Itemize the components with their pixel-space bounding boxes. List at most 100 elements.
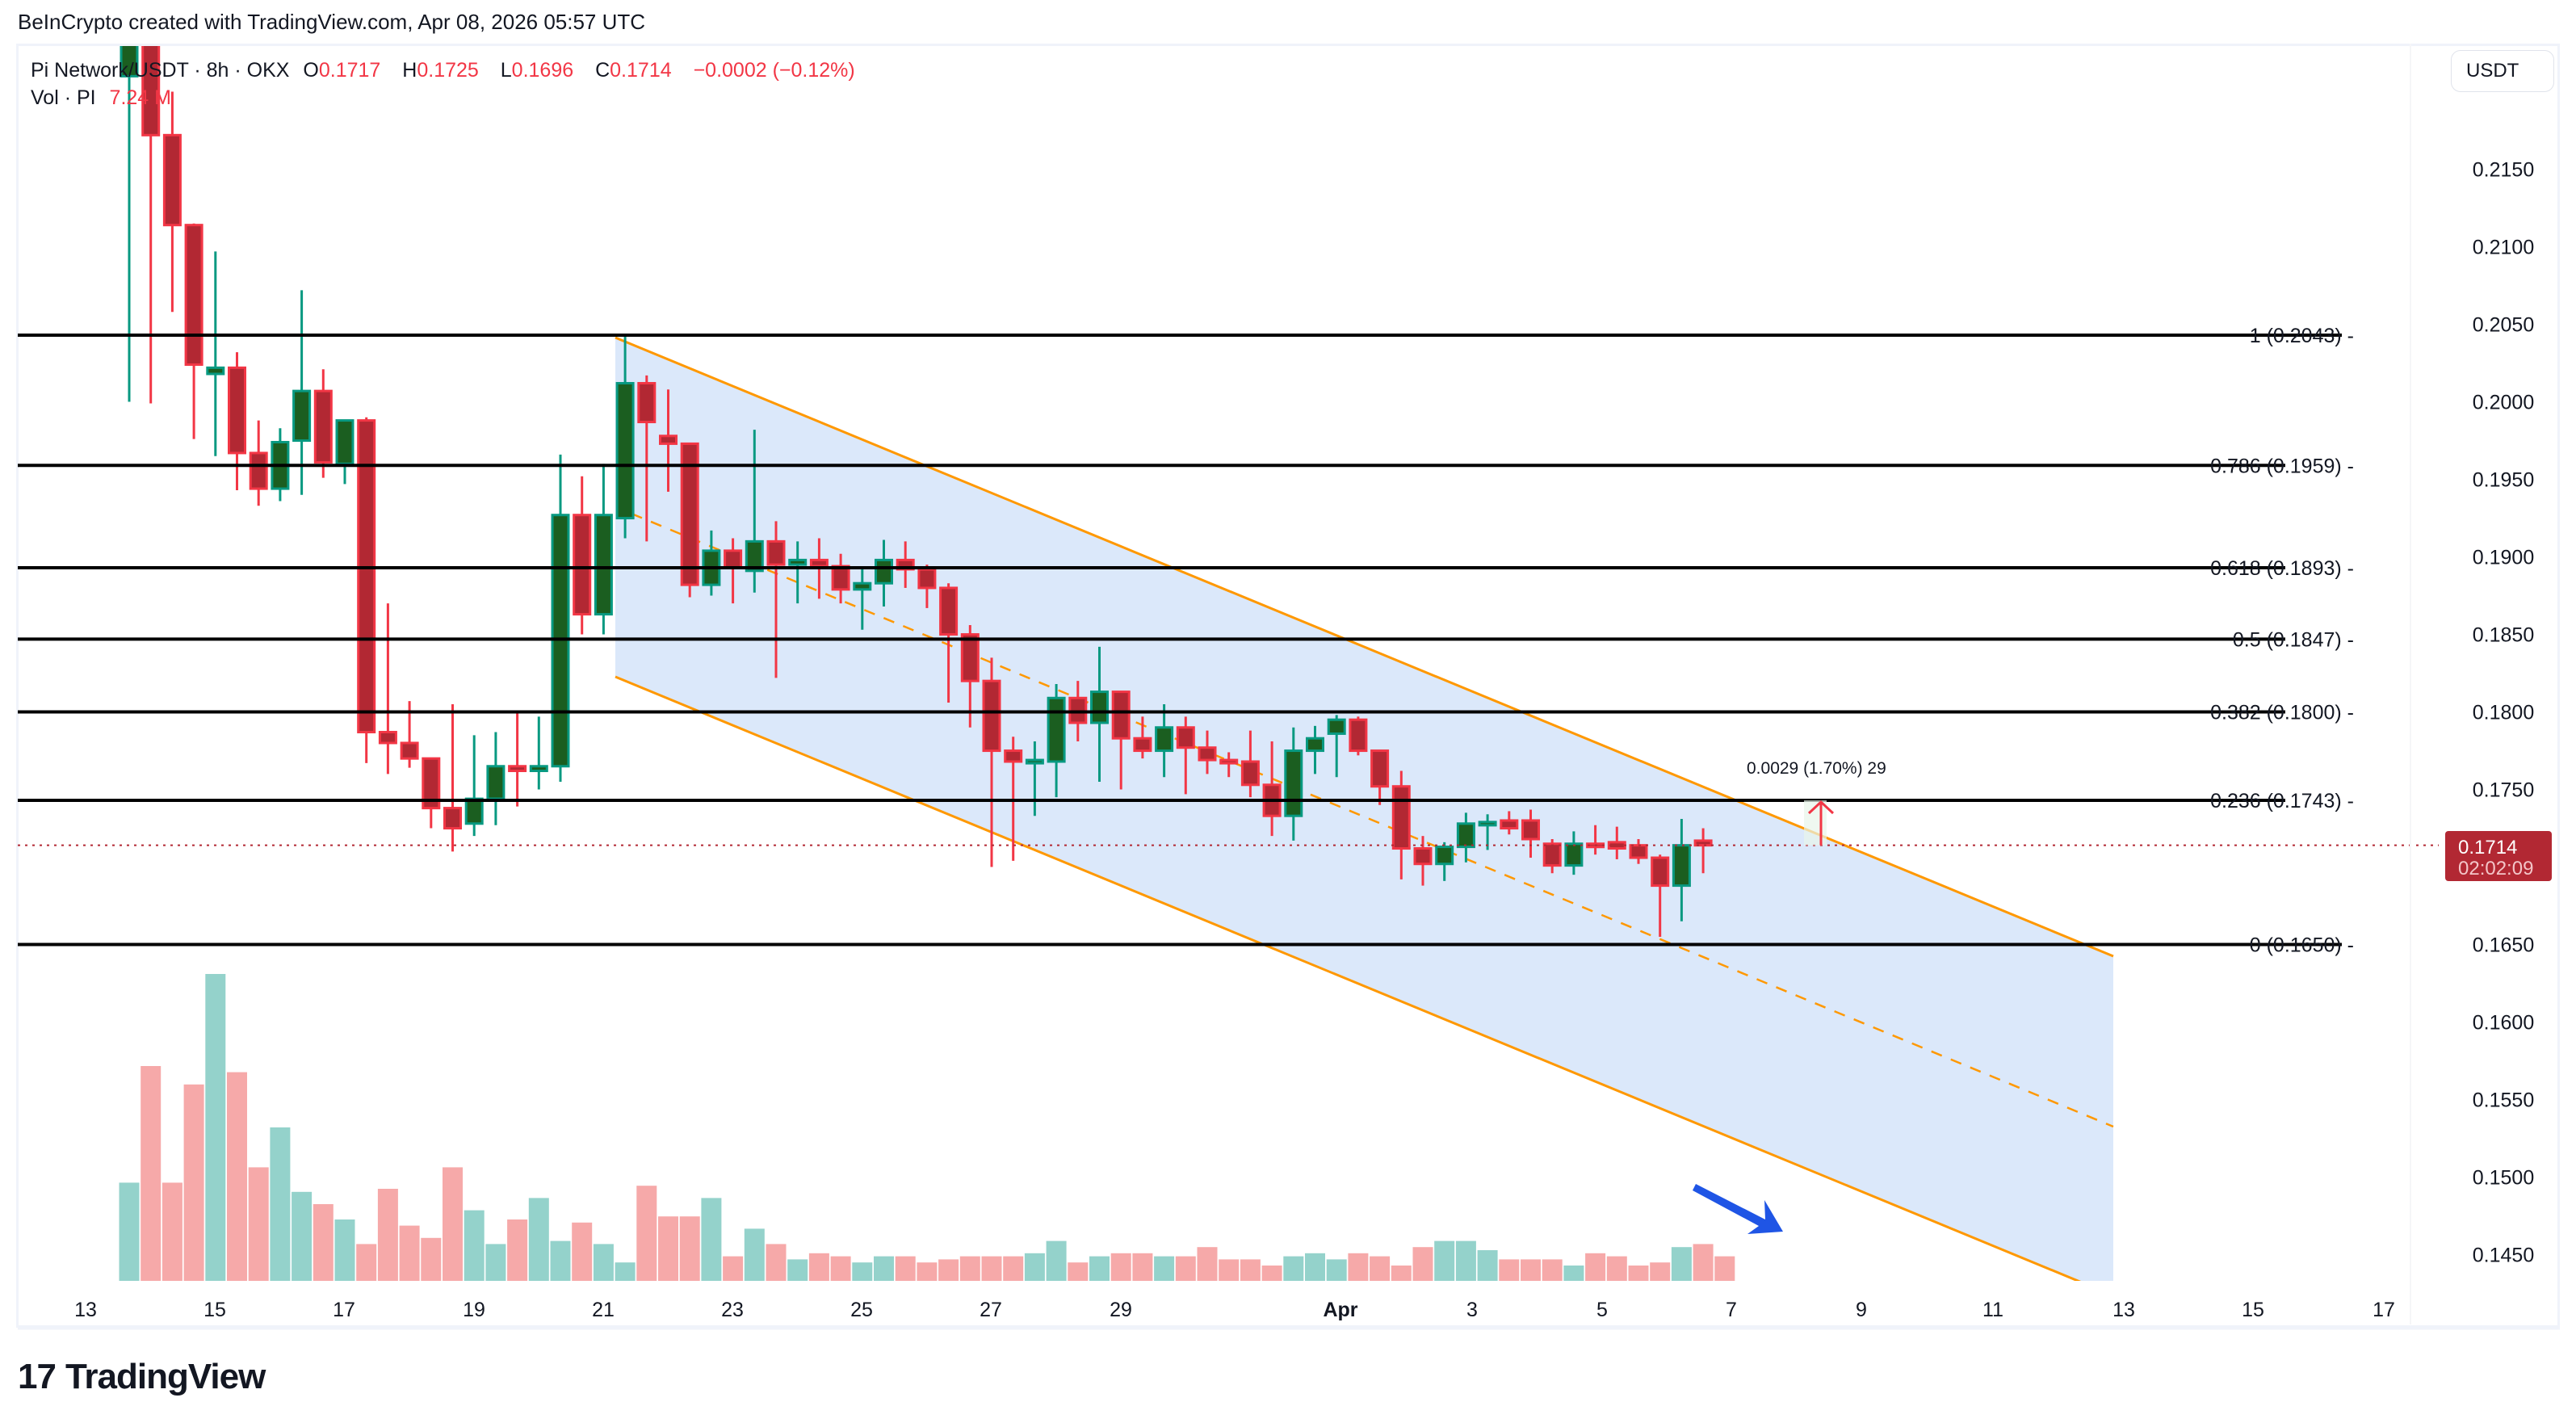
candle[interactable] bbox=[378, 603, 397, 774]
tradingview-logo[interactable]: 17 TradingView bbox=[18, 1357, 266, 1397]
candle[interactable] bbox=[1327, 715, 1346, 778]
candle[interactable] bbox=[939, 583, 959, 703]
candle[interactable] bbox=[637, 375, 657, 542]
time-axis-label: 27 bbox=[980, 1299, 1002, 1321]
svg-text:02:02:09: 02:02:09 bbox=[2458, 858, 2533, 879]
candle[interactable] bbox=[917, 565, 937, 608]
volume-bar bbox=[744, 1228, 765, 1281]
candle[interactable] bbox=[594, 464, 613, 635]
candle[interactable] bbox=[1564, 831, 1584, 875]
candle[interactable] bbox=[1521, 809, 1540, 858]
volume-bar bbox=[528, 1198, 549, 1281]
candle[interactable] bbox=[875, 539, 893, 607]
candle[interactable] bbox=[357, 417, 376, 763]
annotation-arrow-icon[interactable] bbox=[1693, 1184, 1783, 1234]
volume-bar bbox=[292, 1191, 313, 1281]
candle[interactable] bbox=[1176, 716, 1195, 795]
candle[interactable] bbox=[724, 538, 743, 604]
candle[interactable] bbox=[1413, 836, 1433, 886]
candle[interactable] bbox=[443, 703, 462, 852]
candle[interactable] bbox=[1219, 752, 1239, 778]
candle[interactable] bbox=[788, 541, 808, 604]
candle[interactable] bbox=[1672, 819, 1691, 921]
time-axis-label: Apr bbox=[1323, 1299, 1357, 1321]
candle[interactable] bbox=[680, 442, 699, 598]
channel-upper-line[interactable] bbox=[615, 336, 2114, 958]
candle[interactable] bbox=[551, 454, 570, 782]
candle[interactable] bbox=[659, 389, 678, 492]
time-axis-label: 21 bbox=[592, 1299, 615, 1321]
candle[interactable] bbox=[1111, 691, 1131, 790]
candle[interactable] bbox=[1198, 730, 1217, 774]
candle[interactable] bbox=[982, 657, 1001, 867]
volume-bar bbox=[443, 1167, 463, 1281]
candle[interactable] bbox=[1629, 839, 1648, 864]
candle[interactable] bbox=[1456, 812, 1475, 863]
candle[interactable] bbox=[745, 430, 764, 593]
price-axis-label: 0.1650 bbox=[2473, 934, 2534, 957]
channel-lower-line[interactable] bbox=[615, 675, 2356, 1396]
candle[interactable] bbox=[292, 290, 312, 495]
volume-bar bbox=[1348, 1253, 1369, 1281]
volume-bar bbox=[356, 1244, 377, 1281]
volume-bar bbox=[615, 1262, 636, 1281]
price-axis-label: 0.1450 bbox=[2473, 1245, 2534, 1267]
candle[interactable] bbox=[1133, 716, 1152, 759]
candle[interactable] bbox=[1651, 854, 1670, 937]
candle[interactable] bbox=[615, 335, 635, 539]
candle[interactable] bbox=[486, 732, 506, 825]
candle[interactable] bbox=[1435, 842, 1454, 881]
candle[interactable] bbox=[1240, 730, 1260, 798]
symbol-label[interactable]: Pi Network/USDT · 8h · OKX bbox=[31, 59, 290, 82]
price-axis-label: 0.1850 bbox=[2473, 624, 2534, 647]
candle[interactable] bbox=[529, 716, 548, 790]
candle[interactable] bbox=[766, 521, 786, 678]
ohlc-open: O0.1717 bbox=[303, 59, 381, 82]
volume-bar bbox=[572, 1222, 593, 1281]
candle[interactable] bbox=[1693, 828, 1713, 874]
volume-bar bbox=[1412, 1247, 1433, 1281]
volume-bar bbox=[679, 1216, 700, 1281]
volume-row: Vol · PI 7.24 M bbox=[31, 84, 863, 111]
candle[interactable] bbox=[464, 735, 484, 837]
volume-bar bbox=[550, 1240, 571, 1281]
candle[interactable] bbox=[162, 91, 182, 313]
candle[interactable] bbox=[1025, 741, 1044, 816]
candle[interactable] bbox=[313, 369, 333, 478]
candle[interactable] bbox=[1047, 684, 1066, 798]
time-axis-label: 17 bbox=[2373, 1299, 2395, 1321]
descending-channel[interactable] bbox=[615, 338, 2113, 1295]
candle[interactable] bbox=[573, 476, 592, 635]
volume-bar bbox=[593, 1244, 614, 1281]
candle[interactable] bbox=[1306, 725, 1324, 774]
candle[interactable] bbox=[184, 223, 203, 439]
candle[interactable] bbox=[1090, 646, 1109, 782]
volume-bar bbox=[1261, 1266, 1282, 1281]
candle[interactable] bbox=[335, 419, 355, 485]
volume-bar bbox=[1197, 1247, 1218, 1281]
fib-level-label: 0.618 (0.1893) - bbox=[2210, 557, 2354, 580]
volume-bar bbox=[1175, 1256, 1196, 1281]
candle[interactable] bbox=[422, 757, 441, 829]
volume-bar bbox=[981, 1256, 1002, 1281]
volume-label[interactable]: Vol · PI bbox=[31, 86, 96, 109]
candle[interactable] bbox=[1370, 749, 1390, 805]
candle[interactable] bbox=[206, 251, 225, 456]
candle[interactable] bbox=[1349, 716, 1368, 756]
time-axis-label: 7 bbox=[1726, 1299, 1737, 1321]
candle[interactable] bbox=[249, 420, 268, 506]
candle[interactable] bbox=[1500, 811, 1519, 835]
volume-bar bbox=[959, 1256, 980, 1281]
fib-level-label: 1 (0.2043) - bbox=[2250, 325, 2354, 347]
channel-mid-line[interactable] bbox=[631, 512, 2114, 1128]
currency-unit-button[interactable]: USDT bbox=[2451, 50, 2554, 92]
fib-level-label: 0 (0.1650) - bbox=[2250, 934, 2354, 957]
candle[interactable] bbox=[1155, 703, 1174, 778]
candle[interactable] bbox=[228, 352, 246, 490]
candle[interactable] bbox=[1478, 814, 1497, 850]
price-axis-label: 0.2150 bbox=[2473, 159, 2534, 182]
candle[interactable] bbox=[853, 568, 872, 630]
candle[interactable] bbox=[508, 712, 527, 807]
